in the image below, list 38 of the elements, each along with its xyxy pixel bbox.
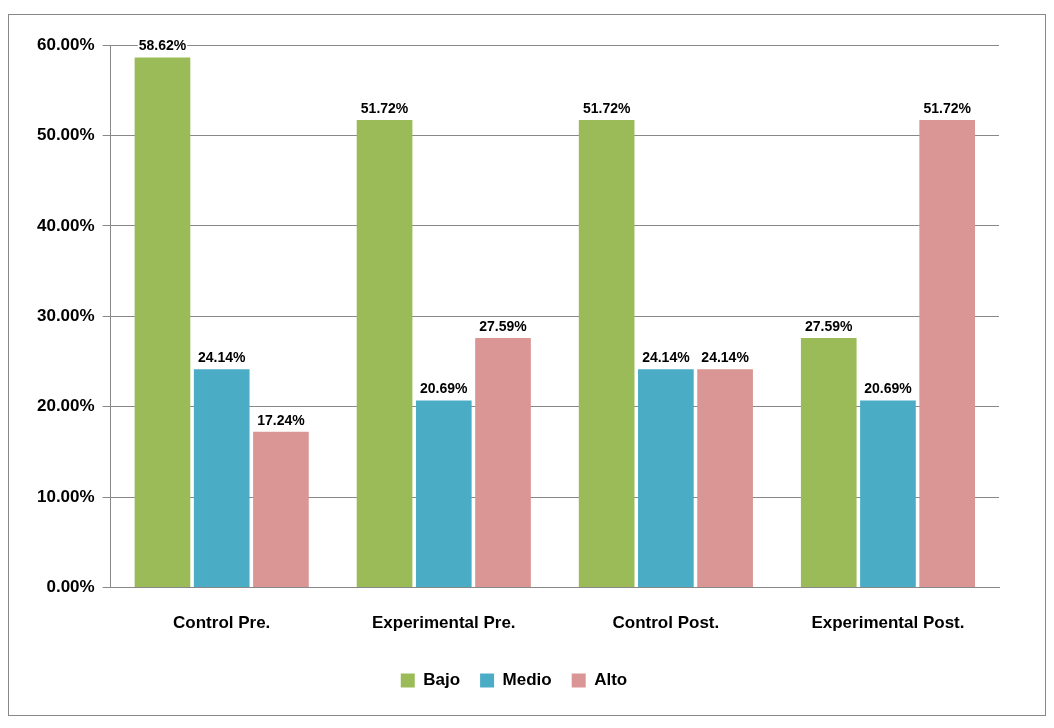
bar <box>578 119 635 588</box>
bar <box>697 369 753 588</box>
legend-label: Bajo <box>423 670 461 690</box>
y-tick-label: 10.00% <box>36 486 95 506</box>
data-label: 51.72% <box>923 99 972 116</box>
bar <box>193 369 250 588</box>
data-label: 24.14% <box>197 349 246 366</box>
y-tick-label: 60.00% <box>36 34 95 54</box>
bar <box>415 400 472 588</box>
data-label: 27.59% <box>479 317 528 334</box>
data-label: 20.69% <box>420 380 469 397</box>
bar <box>253 431 309 588</box>
legend-label: Alto <box>594 670 628 690</box>
x-tick-label: Control Pre. <box>173 613 271 633</box>
data-label: 20.69% <box>864 380 913 397</box>
bar <box>638 369 694 588</box>
y-tick-label: 20.00% <box>36 396 95 416</box>
bar <box>800 338 857 588</box>
data-label: 51.72% <box>360 99 409 116</box>
x-tick-label: Experimental Pre. <box>371 613 516 633</box>
data-label: 24.14% <box>642 349 691 366</box>
bar <box>919 119 976 588</box>
data-label: 17.24% <box>257 411 306 428</box>
x-tick-label: Control Post. <box>612 613 720 633</box>
y-tick-label: 50.00% <box>36 125 95 145</box>
y-tick-label: 40.00% <box>36 215 95 235</box>
bar <box>860 400 916 588</box>
data-label: 51.72% <box>582 99 631 116</box>
y-tick-label: 0.00% <box>46 577 95 597</box>
y-tick-label: 30.00% <box>36 305 95 325</box>
bar <box>134 57 191 588</box>
legend-label: Medio <box>502 670 552 690</box>
data-label: 24.14% <box>701 349 750 366</box>
bar <box>356 119 413 588</box>
bar <box>475 338 531 588</box>
data-label: 58.62% <box>138 37 187 54</box>
data-label: 27.59% <box>804 317 854 334</box>
x-tick-label: Experimental Post. <box>811 613 965 633</box>
